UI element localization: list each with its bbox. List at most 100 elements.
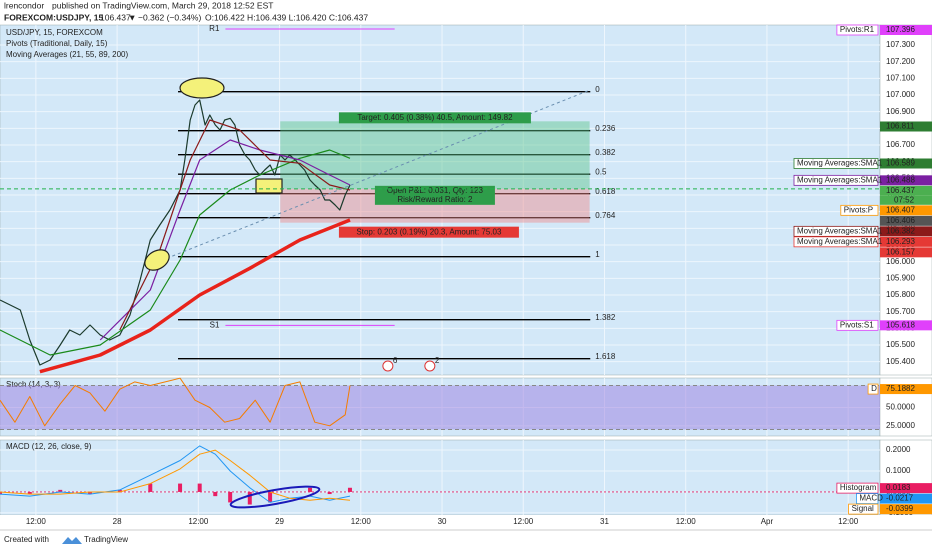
y-tick-label: 107.200	[886, 57, 915, 66]
event-icon	[382, 360, 394, 372]
brand[interactable]: TradingView	[84, 535, 128, 544]
y-tick-label: 0.1000	[886, 466, 911, 475]
fib-label: 0.764	[595, 211, 616, 220]
histogram-bar	[228, 491, 233, 503]
price-label: 107.396	[886, 25, 915, 34]
target-box	[338, 112, 531, 124]
price-label: 0.0183	[886, 483, 911, 492]
countdown-box	[880, 195, 932, 205]
price-label: 106.488	[886, 175, 915, 184]
x-tick-label: 12:00	[26, 517, 47, 526]
ohlc: O:106.422 H:106.439 L:106.420 C:106.437	[205, 12, 368, 22]
histogram-bar	[268, 491, 273, 503]
pnl-text: Open P&L: 0.031, Qty: 123	[387, 186, 484, 195]
ellipse-annotation	[144, 249, 170, 271]
rect-annotation	[255, 178, 283, 194]
histogram-bar	[148, 483, 153, 492]
tag-box	[836, 482, 879, 494]
symbol: FOREXCOM:USDJPY, 15	[4, 12, 103, 22]
legend-entry: Pivots (Traditional, Daily, 15)	[6, 39, 108, 48]
price-label-box	[880, 320, 932, 331]
panel-title: Stoch (14, 3, 3)	[6, 380, 61, 389]
trend-line	[149, 89, 591, 266]
tag-box	[840, 204, 879, 216]
arrow: ▼	[128, 12, 136, 22]
series-line	[0, 149, 351, 356]
price-label: -0.0399	[886, 504, 914, 513]
tag-label: Pivots:P	[844, 205, 873, 214]
x-tick-label: 12:00	[676, 517, 697, 526]
legend-entry: Moving Averages (21, 55, 89, 200)	[6, 50, 128, 59]
histogram-bar	[347, 487, 352, 492]
price-label: 106.406	[886, 216, 915, 225]
tag-label: Moving Averages:SMA1	[797, 226, 883, 235]
price-label-box	[880, 205, 932, 216]
price-label-box	[880, 185, 932, 196]
tag-box	[793, 158, 879, 169]
y-tick-label: 105.700	[886, 307, 915, 316]
target-text: Target: 0.405 (0.38%) 40.5, Amount: 149.…	[357, 113, 513, 122]
price-label-box	[880, 483, 932, 494]
y-tick-label: 50.0000	[886, 403, 915, 412]
histogram-bar	[178, 483, 183, 492]
tag-box	[793, 236, 879, 248]
series-line	[0, 377, 351, 427]
fib-label: 0.236	[595, 124, 616, 133]
last-price: 106.437	[100, 12, 131, 22]
tag-label: Pivots:R1	[840, 25, 875, 34]
y-tick-label: 105.800	[886, 290, 915, 299]
y-tick-label: 107.100	[886, 73, 915, 82]
price-label-box	[880, 158, 932, 169]
overlay: Target: 0.405 (0.38%) 40.5, Amount: 149.…	[0, 24, 932, 515]
price-label-box	[880, 175, 932, 186]
y-tick-label: 0.2000	[886, 445, 911, 454]
price-label: 106.589	[886, 159, 915, 168]
histogram-bar	[197, 483, 202, 492]
tag-label: Moving Averages:SMA1	[797, 159, 883, 168]
price-label-box	[880, 493, 932, 504]
histogram-bar	[0, 491, 2, 495]
stop-box	[338, 226, 519, 238]
y-tick-label: 107.300	[886, 40, 915, 49]
fib-label: 1.618	[595, 352, 616, 361]
tag-label: Signal	[852, 504, 874, 513]
price-label-box	[880, 121, 932, 132]
y-tick-label: 106.900	[886, 107, 915, 116]
fib-label: 1.382	[595, 313, 616, 322]
countdown: 07:52	[894, 195, 915, 204]
rr-text: Risk/Reward Ratio: 2	[397, 195, 473, 204]
stop-text: Stop: 0.203 (0.19%) 20.3, Amount: 75.03	[356, 227, 502, 236]
price-label-box	[880, 25, 932, 35]
band	[0, 385, 880, 430]
histogram-bar	[247, 491, 252, 505]
tag-box	[836, 24, 879, 36]
target-zone	[280, 121, 590, 189]
ellipse-annotation	[229, 485, 321, 509]
pivot-name: R1	[209, 24, 220, 33]
histogram-bar	[88, 491, 93, 495]
y-tick-label: 105.500	[886, 340, 915, 349]
tag-box	[856, 493, 879, 505]
price-label-box	[880, 247, 932, 258]
panel: 25.0000 50.0000 Stoch (14, 3, 3)	[0, 377, 932, 437]
tag-box	[848, 503, 879, 515]
x-tick-label: 29	[275, 517, 284, 526]
fib-label: 0.618	[595, 187, 616, 196]
event-label: 2	[435, 356, 440, 365]
time-axis	[0, 515, 932, 530]
change: −0.362 (−0.34%)	[138, 12, 201, 22]
fib-label: 0.382	[595, 148, 616, 157]
price-label-box	[880, 384, 932, 395]
panels: USDJPY, 15U.S. Dollar / Japanese Yen105.…	[0, 24, 932, 531]
y-tick-label: 107.000	[886, 90, 915, 99]
tag-label: Moving Averages:SMA1	[797, 237, 883, 246]
price-label: 106.407	[886, 205, 915, 214]
tag-label: Histogram	[840, 483, 877, 492]
author[interactable]: lrencondor	[4, 0, 44, 10]
y-tick-label: 25.0000	[886, 421, 915, 430]
x-tick-label: 30	[438, 517, 447, 526]
tag-label: D	[871, 384, 877, 393]
event-label: 6	[393, 356, 398, 365]
